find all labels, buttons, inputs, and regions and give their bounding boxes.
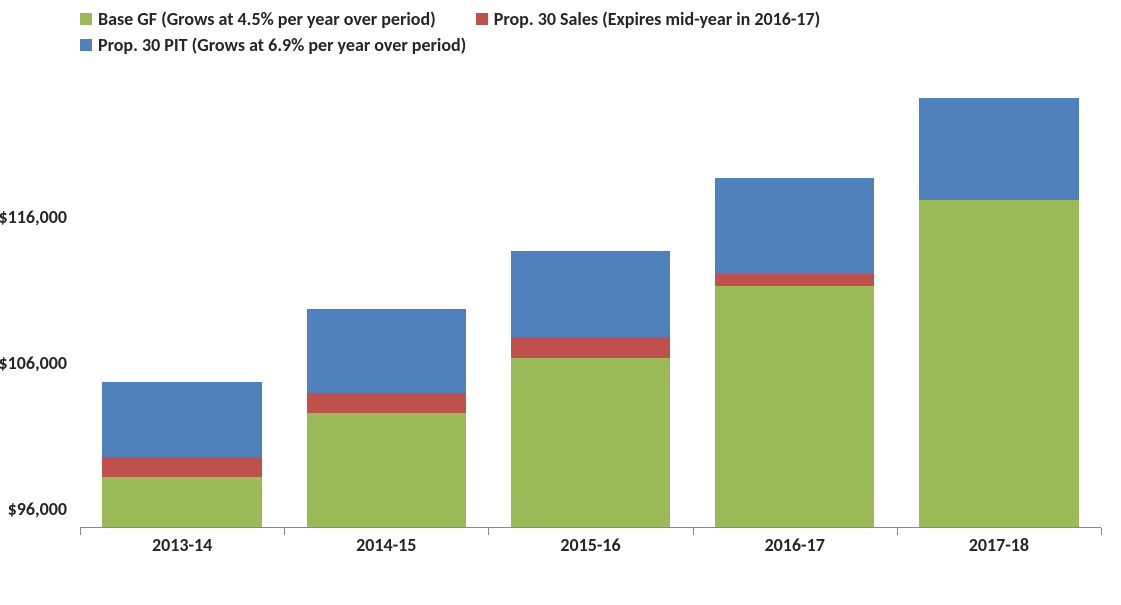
legend-label: Prop. 30 PIT (Grows at 6.9% per year ove… xyxy=(98,34,466,56)
bar-segment-pit xyxy=(102,382,261,456)
bar-segment-base_gf xyxy=(715,286,874,527)
y-axis: $96,000 $106,000 $116,000 xyxy=(0,68,75,528)
x-axis: 2013-14 2014-15 2015-16 2016-17 2017-18 xyxy=(80,528,1101,558)
x-label: 2017-18 xyxy=(969,534,1029,556)
legend-item: Prop. 30 Sales (Expires mid-year in 2016… xyxy=(476,8,820,30)
x-label: 2015-16 xyxy=(560,534,620,556)
x-tick xyxy=(693,528,694,535)
x-label: 2016-17 xyxy=(765,534,825,556)
y-tick-label: $116,000 xyxy=(0,206,67,228)
bar-segment-sales xyxy=(102,457,261,477)
x-tick xyxy=(897,528,898,535)
legend-item: Prop. 30 PIT (Grows at 6.9% per year ove… xyxy=(80,34,466,56)
x-tick xyxy=(1101,528,1102,535)
legend-swatch xyxy=(476,13,488,25)
x-tick xyxy=(284,528,285,535)
legend-swatch xyxy=(80,39,92,51)
bar-segment-base_gf xyxy=(511,358,670,527)
bar-segment-sales xyxy=(511,337,670,357)
bar-segment-base_gf xyxy=(919,200,1078,527)
bar-segment-pit xyxy=(919,98,1078,200)
x-label: 2014-15 xyxy=(356,534,416,556)
chart-area: $96,000$106,000$116,000 2013-142014-1520… xyxy=(80,68,1101,558)
legend-label: Base GF (Grows at 4.5% per year over per… xyxy=(98,8,436,30)
legend-swatch xyxy=(80,13,92,25)
bar-segment-sales xyxy=(715,274,874,286)
y-tick-label: $96,000 xyxy=(8,498,67,520)
x-tick xyxy=(80,528,81,535)
y-tick-label: $106,000 xyxy=(0,352,67,374)
bar-segment-pit xyxy=(511,251,670,337)
legend: Base GF (Grows at 4.5% per year over per… xyxy=(0,0,1121,68)
bar-segment-pit xyxy=(307,309,466,392)
bar-segment-base_gf xyxy=(307,413,466,527)
x-label: 2013-14 xyxy=(152,534,212,556)
bar-segment-base_gf xyxy=(102,477,261,527)
legend-label: Prop. 30 Sales (Expires mid-year in 2016… xyxy=(494,8,820,30)
bar-segment-sales xyxy=(307,393,466,413)
bar-segment-pit xyxy=(715,178,874,274)
x-tick xyxy=(488,528,489,535)
legend-item: Base GF (Grows at 4.5% per year over per… xyxy=(80,8,436,30)
plot-area xyxy=(80,68,1101,528)
